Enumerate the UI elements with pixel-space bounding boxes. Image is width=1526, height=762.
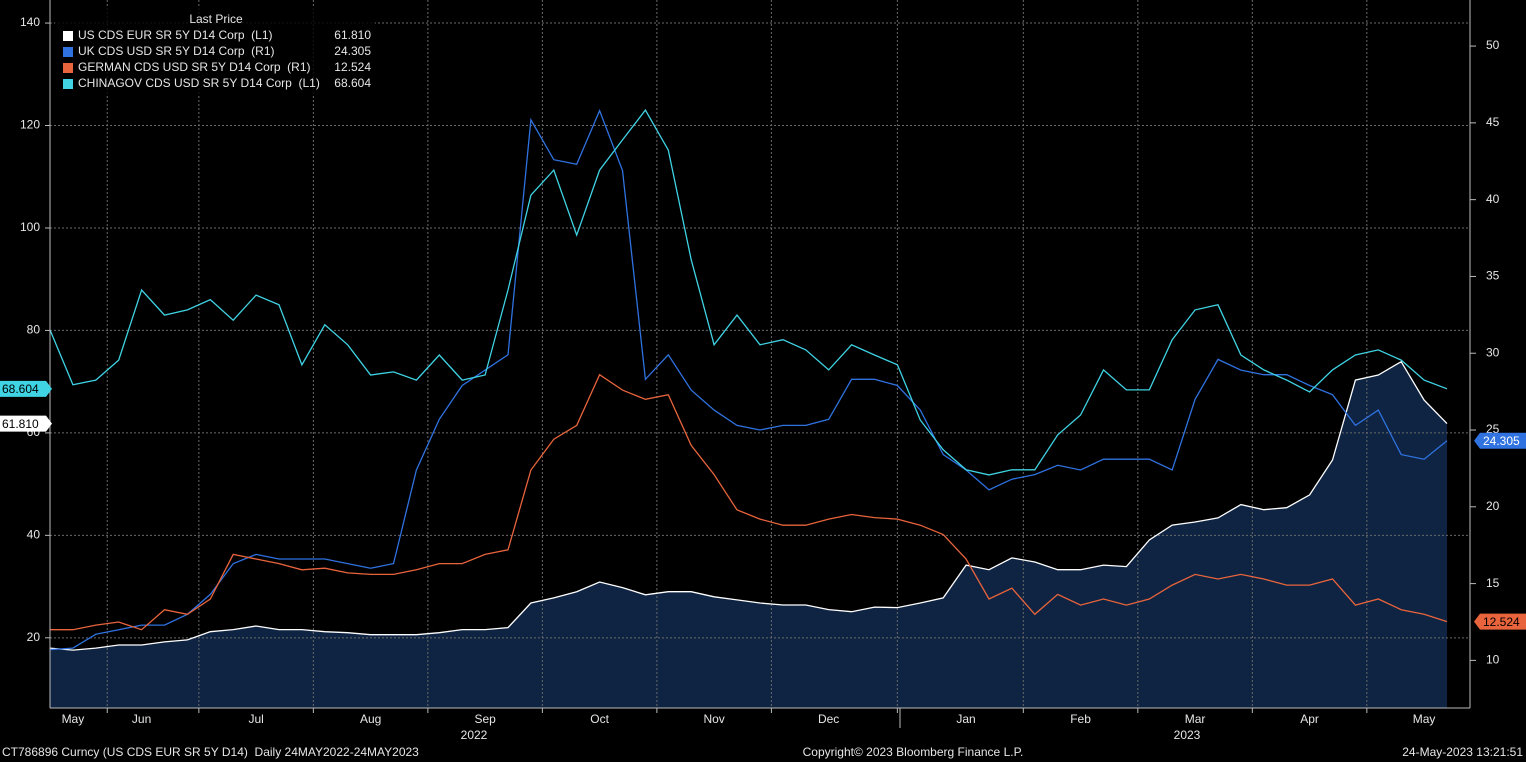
y2-tick-label: 30 (1486, 345, 1500, 359)
tag-label: 68.604 (2, 382, 39, 396)
legend-label: CHINAGOV CDS USD SR 5Y D14 Corp (L1) (78, 76, 320, 90)
tag-box (1474, 613, 1526, 630)
footer-left: CT786896 Curncy (US CDS EUR SR 5Y D14) D… (2, 745, 419, 759)
y-tick-label: 80 (27, 323, 41, 337)
y2-tick-label: 20 (1486, 499, 1500, 513)
legend-value: 61.810 (334, 28, 371, 42)
x-tick-label: May (1413, 712, 1436, 726)
legend-label: US CDS EUR SR 5Y D14 Corp (L1) (78, 28, 273, 42)
x-tick-label: Mar (1185, 712, 1206, 726)
y-tick-label: 120 (20, 118, 40, 132)
last-price-tag: 61.810 (0, 415, 52, 432)
y-tick-label: 140 (20, 15, 40, 29)
x-tick-label: Dec (818, 712, 839, 726)
x-year-label: 2023 (1174, 728, 1201, 742)
x-tick-label: Nov (703, 712, 724, 726)
y2-tick-label: 15 (1486, 576, 1500, 590)
tag-box (0, 380, 52, 397)
x-tick-label: Sep (474, 712, 496, 726)
x-tick-label: Jan (956, 712, 975, 726)
y2-tick-label: 35 (1486, 269, 1500, 283)
y-tick-label: 20 (27, 630, 41, 644)
legend-swatch (63, 63, 73, 73)
y2-tick-label: 25 (1486, 422, 1500, 436)
y-tick-label: 100 (20, 220, 40, 234)
y2-tick-label: 50 (1486, 38, 1500, 52)
x-tick-label: Feb (1070, 712, 1091, 726)
line (49, 108, 1448, 476)
y2-tick-label: 40 (1486, 192, 1500, 206)
legend-title: Last Price (189, 12, 243, 26)
tag-label: 12.524 (1483, 615, 1520, 629)
legend-value: 68.604 (334, 76, 371, 90)
x-tick-label: Jun (132, 712, 151, 726)
y-tick-label: 40 (27, 528, 41, 542)
last-price-tag: 12.524 (1474, 613, 1526, 630)
footer-right: 24-May-2023 13:21:51 (1402, 745, 1523, 759)
y2-tick-label: 45 (1486, 115, 1500, 129)
legend-box (55, 6, 375, 94)
tag-label: 61.810 (2, 417, 39, 431)
x-tick-label: Apr (1300, 712, 1319, 726)
legend-swatch (63, 79, 73, 89)
line (49, 108, 1448, 651)
line (50, 373, 1448, 631)
legend-value: 24.305 (334, 44, 371, 58)
last-price-tag: 68.604 (0, 380, 52, 397)
y2-tick-label: 10 (1486, 653, 1500, 667)
legend-value: 12.524 (334, 60, 371, 74)
x-tick-label: Aug (360, 712, 381, 726)
area (50, 361, 1447, 708)
tag-box (1474, 432, 1526, 449)
legend-swatch (63, 31, 73, 41)
legend: Last Price US CDS EUR SR 5Y D14 Corp (L1)… (55, 6, 375, 94)
last-price-tag: 24.305 (1474, 432, 1526, 449)
x-tick-label: May (62, 712, 85, 726)
x-year-label: 2022 (461, 728, 488, 742)
legend-label: GERMAN CDS USD SR 5Y D14 Corp (R1) (78, 60, 311, 74)
tag-label: 24.305 (1483, 434, 1520, 448)
footer-center: Copyright© 2023 Bloomberg Finance L.P. (803, 745, 1024, 759)
x-tick-label: Oct (590, 712, 609, 726)
legend-label: UK CDS USD SR 5Y D14 Corp (R1) (78, 44, 275, 58)
legend-swatch (63, 47, 73, 57)
line (49, 360, 1448, 651)
x-tick-label: Jul (248, 712, 263, 726)
plot-area (50, 361, 1447, 708)
tag-box (0, 415, 52, 432)
